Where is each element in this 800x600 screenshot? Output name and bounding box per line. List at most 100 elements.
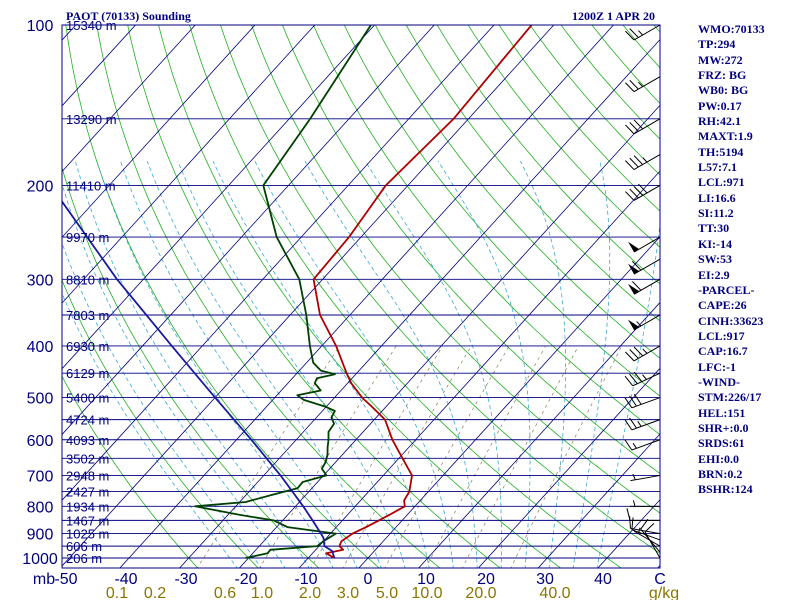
mixing-ratio-label: g/kg	[649, 585, 679, 600]
height-label: 11410 m	[66, 178, 116, 193]
mixing-ratio-label: 1.0	[251, 585, 273, 600]
temperature-tick-label: -50	[54, 571, 77, 588]
pressure-tick-label: 800	[27, 499, 54, 516]
dry-adiabat	[405, 25, 660, 322]
dry-adiabat	[374, 25, 660, 359]
pressure-tick-label: 900	[27, 527, 54, 544]
index-line: LFC:-1	[698, 359, 736, 374]
mixing-ratio-line	[462, 345, 579, 568]
moist-adiabat	[96, 160, 334, 568]
wind-barb	[624, 371, 661, 387]
isotherm	[119, 25, 614, 568]
index-line: BSHR:124	[698, 482, 753, 497]
index-line: HEL:151	[698, 405, 746, 420]
barb-flag	[624, 419, 633, 431]
barb-flag	[633, 371, 643, 382]
moist-adiabat	[254, 160, 454, 568]
moist-adiabat	[596, 220, 660, 568]
barb-pennant	[628, 319, 640, 330]
height-label: 7803 m	[66, 308, 109, 323]
barb-flag	[625, 191, 635, 201]
index-line: TP:294	[698, 37, 736, 52]
barb-flag	[624, 375, 634, 387]
mixing-ratio-line	[196, 345, 340, 568]
temperature-tick-label: C	[654, 571, 666, 588]
index-line: PW:0.17	[698, 98, 742, 113]
moist-adiabat	[62, 241, 262, 568]
moist-adiabat	[74, 160, 310, 568]
barb-flag	[629, 188, 639, 199]
index-line: WMO:70133	[698, 22, 765, 36]
temperature-tick-label: -30	[174, 571, 197, 588]
dry-adiabat	[158, 25, 562, 568]
barb-flag	[624, 439, 633, 451]
barb-flag	[631, 260, 642, 271]
temperature-tick-label: -20	[234, 571, 257, 588]
temperature-tick-label: 30	[536, 571, 554, 588]
wind-barb	[624, 417, 661, 431]
barb-half-flag	[637, 421, 642, 427]
isotherm	[62, 25, 375, 370]
wind-barb	[628, 278, 661, 295]
mixing-ratio-line	[310, 345, 443, 568]
height-label: 9970 m	[66, 230, 109, 245]
height-label: 606 m	[66, 539, 102, 554]
barb-flag	[624, 397, 633, 409]
barb-pennant	[628, 241, 640, 253]
mixing-ratio-line	[510, 345, 623, 568]
mixing-ratio-label: 10.0	[411, 585, 442, 600]
barb-staff	[631, 529, 661, 541]
isotherm	[62, 25, 435, 436]
barb-flag	[631, 517, 634, 530]
chart-datetime: 1200Z 1 APR 20	[572, 9, 655, 23]
height-label: 1467 m	[66, 513, 109, 528]
height-label: 1934 m	[66, 499, 109, 514]
index-line: FRZ: BG	[698, 68, 747, 83]
mixing-ratio-label: 0.6	[214, 585, 236, 600]
height-label: 3502 m	[66, 451, 109, 466]
barb-flag	[629, 417, 637, 429]
plot-frame	[61, 24, 661, 569]
temperature-tick-label: -10	[294, 571, 317, 588]
barb-flag	[625, 30, 635, 41]
wind-barb	[625, 154, 661, 170]
barb-half-flag	[633, 500, 636, 507]
diagram-grid	[62, 25, 660, 568]
index-line: SI:11.2	[698, 206, 734, 221]
isotherm	[477, 367, 660, 568]
barb-flag	[633, 186, 644, 196]
index-line: LI:16.6	[698, 190, 736, 205]
dewpoint-profile	[194, 25, 372, 559]
moist-adiabat	[146, 160, 382, 568]
moist-adiabat	[437, 160, 531, 568]
temperature-tick-label: 10	[417, 571, 435, 588]
isotherm	[62, 25, 495, 501]
height-label: 4724 m	[66, 413, 109, 428]
mixing-ratio-line	[425, 345, 547, 568]
barb-half-flag	[632, 473, 636, 480]
index-line: STM:226/17	[698, 390, 762, 405]
index-line: LCL:971	[698, 175, 745, 190]
barb-flag	[626, 508, 631, 521]
barb-flag	[629, 157, 639, 168]
wind-barb	[644, 523, 661, 559]
barb-flag	[633, 346, 644, 357]
mixing-ratio-line	[384, 345, 510, 568]
pressure-tick-label: 100	[27, 18, 54, 35]
index-line: -WIND-	[698, 374, 740, 389]
dry-adiabat	[127, 25, 501, 568]
wind-barb	[625, 183, 661, 201]
barb-half-flag	[642, 157, 648, 163]
moist-adiabat	[120, 160, 358, 568]
mixing-ratio-label: 40.0	[539, 585, 570, 600]
index-line: SHR+:0.0	[698, 420, 749, 435]
index-line: WB0: BG	[698, 83, 749, 98]
dry-adiabat	[313, 25, 660, 436]
isotherm	[179, 38, 660, 568]
barb-flag	[633, 119, 644, 130]
barb-pennant	[628, 283, 640, 295]
height-label: 206 m	[66, 551, 102, 566]
dry-adiabat	[62, 375, 199, 568]
isotherm	[62, 25, 256, 238]
